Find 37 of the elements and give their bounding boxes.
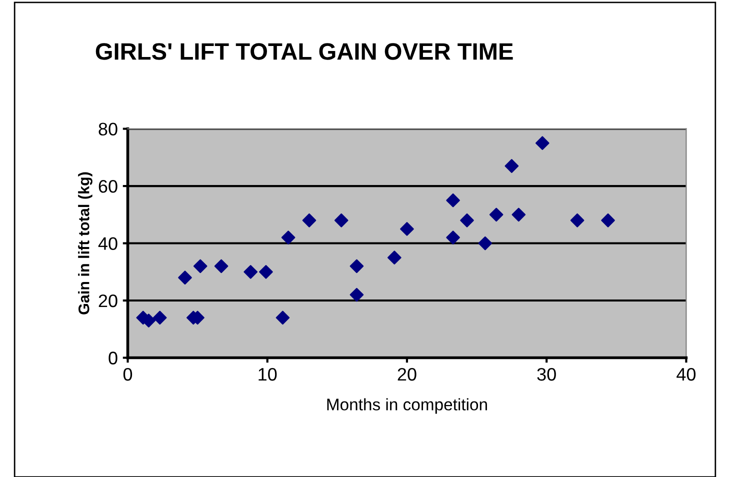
point (178, 270, 192, 285)
point (570, 213, 584, 228)
point (489, 208, 504, 222)
point (460, 213, 474, 228)
point (350, 259, 364, 274)
point (302, 213, 316, 228)
point (214, 259, 228, 274)
point (446, 193, 460, 208)
y-tick-label: 60 (98, 180, 118, 193)
point (512, 208, 526, 222)
x-axis-title: Months in competition (327, 398, 487, 414)
point (281, 230, 296, 244)
point (244, 264, 258, 279)
x-tick-label: 20 (398, 368, 416, 381)
point (535, 136, 550, 150)
y-tick-label: 0 (108, 352, 118, 364)
x-tick-label: 40 (676, 368, 696, 381)
x-tick-label: 30 (537, 368, 556, 381)
point (350, 288, 364, 302)
point (478, 236, 492, 250)
point (504, 159, 519, 173)
y-axis-title: Gain in lift total (kg) (78, 172, 92, 314)
y-tick-label: 40 (98, 237, 118, 250)
point (259, 264, 273, 279)
point (388, 250, 402, 264)
y-tick-label: 80 (98, 122, 118, 136)
point (152, 310, 167, 325)
point (601, 213, 615, 228)
x-tick-label: 0 (123, 368, 132, 381)
point (334, 213, 348, 228)
point (400, 222, 414, 236)
x-tick-label: 10 (258, 368, 277, 381)
point (276, 310, 290, 325)
y-tick-label: 20 (98, 294, 118, 308)
point (446, 230, 460, 244)
chart-title: GIRLS' LIFT TOTAL GAIN OVER TIME (96, 43, 513, 60)
point (193, 259, 208, 274)
